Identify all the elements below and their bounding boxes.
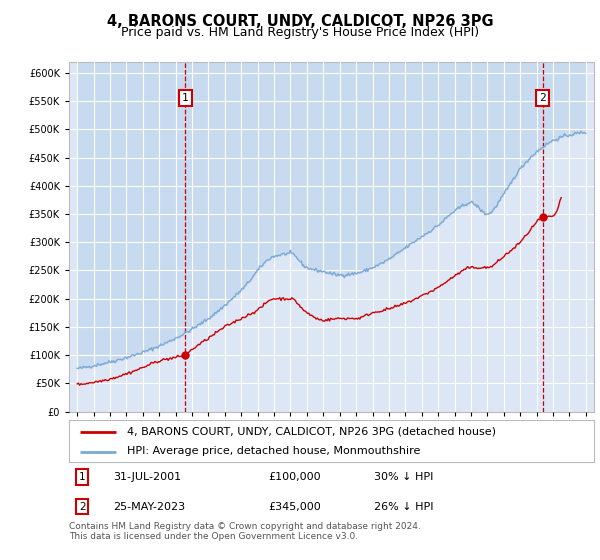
Text: £345,000: £345,000 [269, 502, 321, 511]
Text: 4, BARONS COURT, UNDY, CALDICOT, NP26 3PG: 4, BARONS COURT, UNDY, CALDICOT, NP26 3P… [107, 14, 493, 29]
Text: 1: 1 [182, 94, 188, 104]
Text: 2: 2 [539, 94, 547, 104]
Text: 25-MAY-2023: 25-MAY-2023 [113, 502, 186, 511]
Text: Price paid vs. HM Land Registry's House Price Index (HPI): Price paid vs. HM Land Registry's House … [121, 26, 479, 39]
Text: Contains HM Land Registry data © Crown copyright and database right 2024.
This d: Contains HM Land Registry data © Crown c… [69, 522, 421, 542]
Text: 31-JUL-2001: 31-JUL-2001 [113, 473, 182, 482]
Text: 1: 1 [79, 473, 85, 482]
Text: 30% ↓ HPI: 30% ↓ HPI [373, 473, 433, 482]
Text: 2: 2 [79, 502, 85, 511]
Text: HPI: Average price, detached house, Monmouthshire: HPI: Average price, detached house, Monm… [127, 446, 420, 456]
Text: 26% ↓ HPI: 26% ↓ HPI [373, 502, 433, 511]
Text: £100,000: £100,000 [269, 473, 321, 482]
Text: 4, BARONS COURT, UNDY, CALDICOT, NP26 3PG (detached house): 4, BARONS COURT, UNDY, CALDICOT, NP26 3P… [127, 427, 496, 437]
